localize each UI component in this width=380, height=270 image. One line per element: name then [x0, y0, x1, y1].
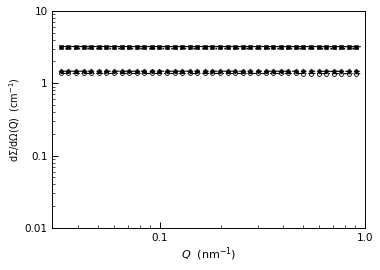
Y-axis label: d$\Sigma$/d$\Omega$(Q)  (cm$^{-1}$): d$\Sigma$/d$\Omega$(Q) (cm$^{-1}$) [7, 77, 22, 162]
X-axis label: $Q$  (nm$^{-1}$): $Q$ (nm$^{-1}$) [181, 245, 236, 263]
